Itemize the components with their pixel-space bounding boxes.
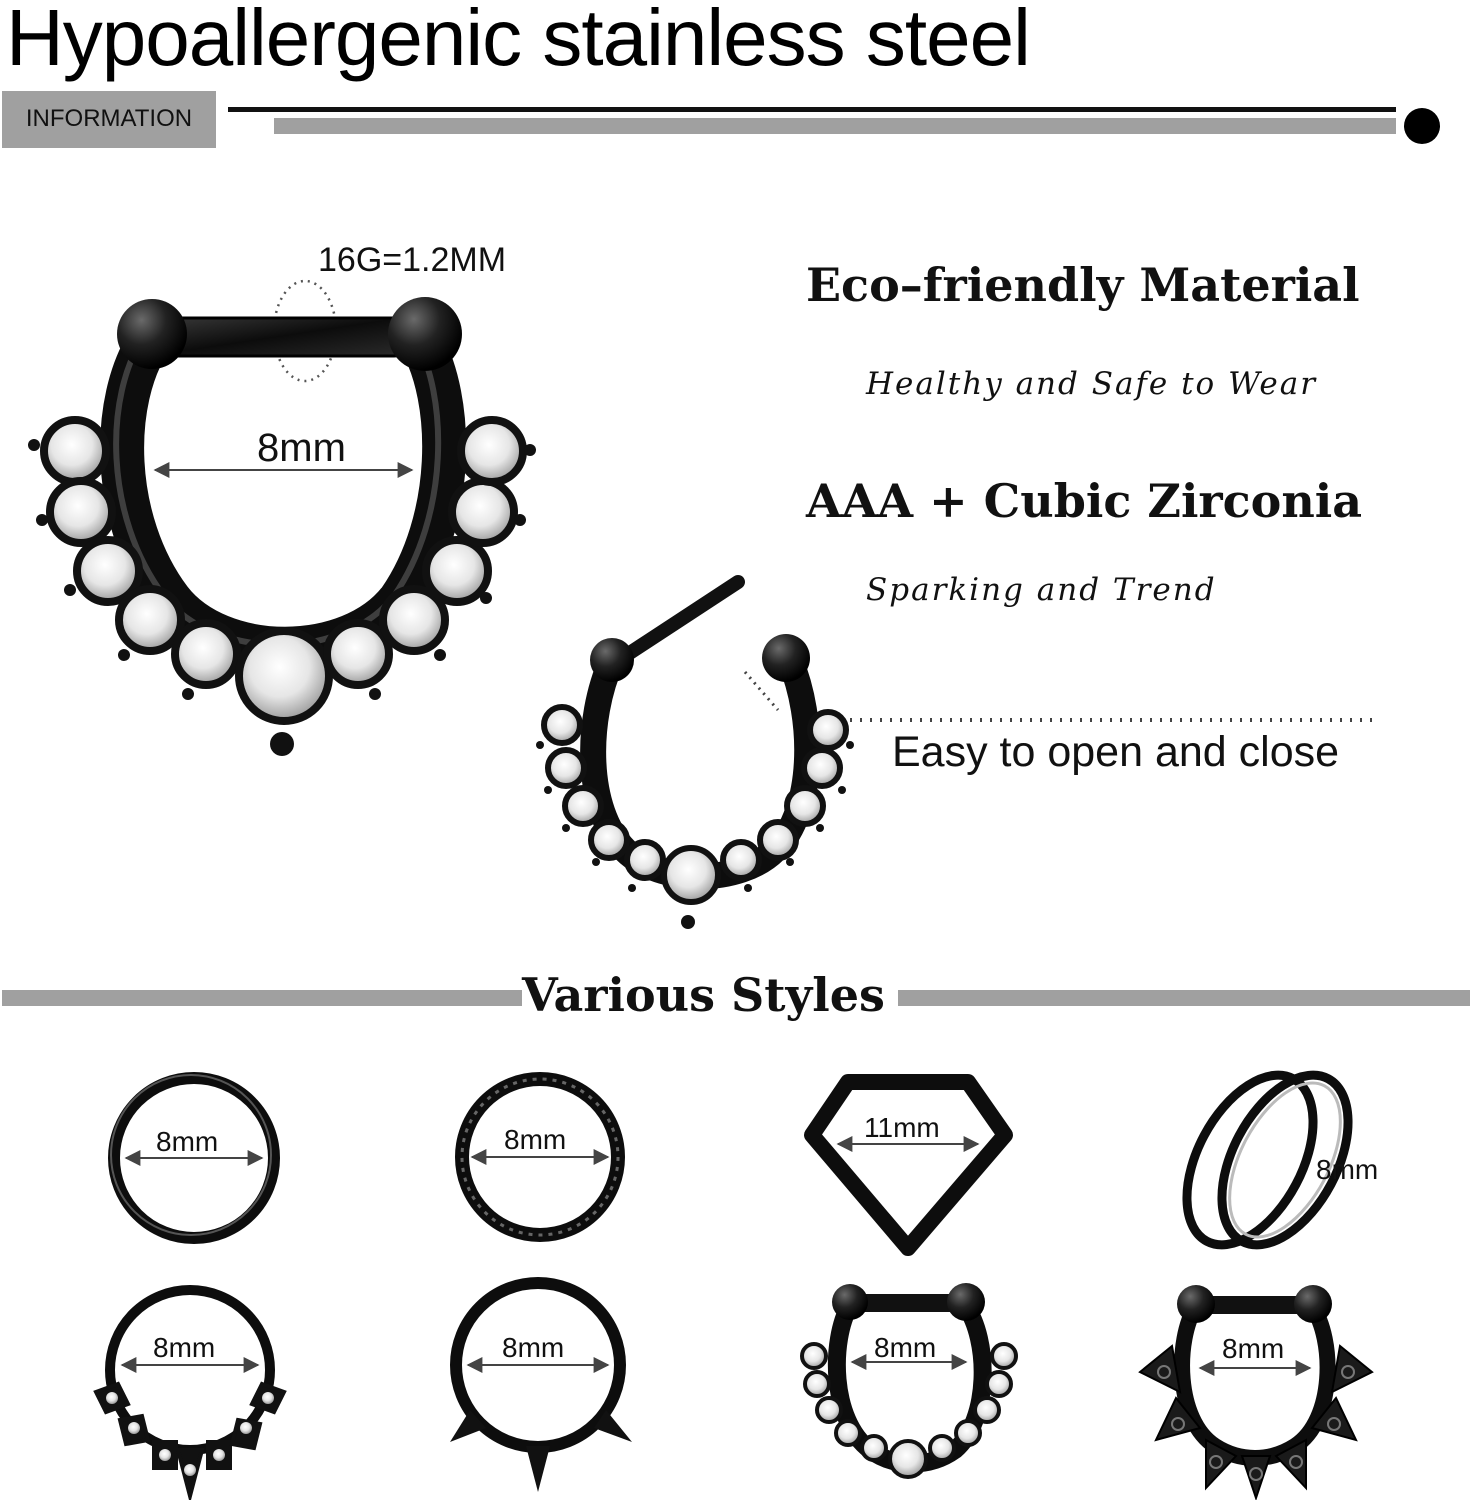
style-size-label: 8mm (153, 1332, 216, 1363)
style-jeweled-leaf-hoop-image (93, 1285, 287, 1500)
style-size-label: 8mm (874, 1332, 937, 1363)
header-divider-bar (274, 118, 1396, 134)
styles-section-title: Various Styles (522, 968, 885, 1022)
information-badge-label: INFORMATION (25, 105, 193, 132)
feature-subtext-zirconia: Sparking and Trend (866, 572, 1217, 608)
main-size-label: 8mm (257, 426, 346, 470)
style-filigree-clicker-image (1138, 1285, 1374, 1500)
style-size-label: 8mm (1316, 1154, 1379, 1185)
style-diamond-clicker-image (804, 1074, 1013, 1256)
styles-divider-right (898, 990, 1470, 1006)
style-size-label: 8mm (1222, 1333, 1285, 1364)
style-double-hoop-image (1182, 1070, 1353, 1250)
header-divider-dot (1404, 108, 1440, 144)
callout-easy-open: Easy to open and close (892, 728, 1340, 776)
page-title: Hypoallergenic stainless steel (6, 0, 1031, 82)
style-size-label: 8mm (502, 1332, 565, 1363)
header-divider-line (228, 107, 1396, 112)
open-septum-clicker-image (536, 575, 1378, 929)
large-septum-clicker-image (28, 279, 536, 756)
style-plain-hoop-image (108, 1072, 280, 1244)
feature-heading-material: Eco–friendly Material (806, 258, 1360, 312)
feature-heading-zirconia: AAA + Cubic Zirconia (806, 474, 1363, 528)
information-badge: INFORMATION (2, 91, 216, 148)
styles-divider-left (2, 990, 522, 1006)
gauge-label: 16G=1.2MM (318, 241, 507, 279)
style-twisted-hoop-image (455, 1072, 625, 1242)
style-size-label: 8mm (156, 1126, 219, 1157)
style-spiked-hoop-image (450, 1277, 632, 1492)
style-size-label: 11mm (864, 1112, 940, 1143)
feature-subtext-material: Healthy and Safe to Wear (866, 366, 1318, 402)
style-size-label: 8mm (504, 1124, 567, 1155)
style-crystal-clicker-image (800, 1283, 1018, 1479)
